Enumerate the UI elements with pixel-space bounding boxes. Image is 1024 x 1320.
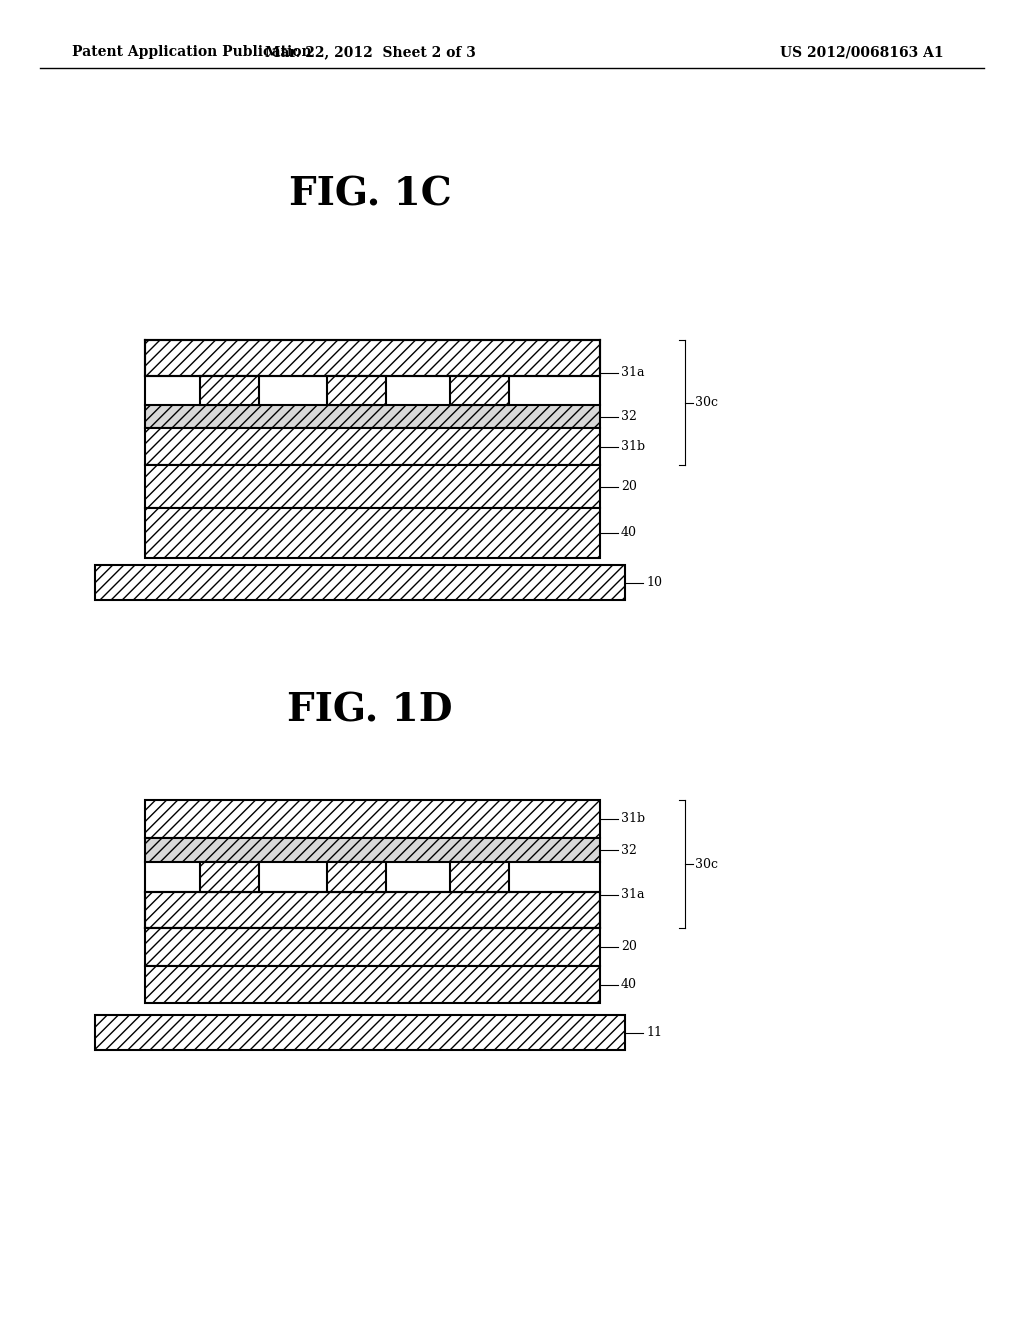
- Bar: [327, 862, 386, 892]
- Bar: [145, 892, 600, 928]
- Text: 40: 40: [621, 978, 637, 991]
- Bar: [145, 341, 600, 376]
- Bar: [450, 376, 509, 405]
- Bar: [145, 508, 600, 558]
- Text: FIG. 1D: FIG. 1D: [288, 690, 453, 729]
- Bar: [145, 428, 600, 465]
- Text: 10: 10: [646, 576, 662, 589]
- Text: Patent Application Publication: Patent Application Publication: [72, 45, 311, 59]
- Text: FIG. 1C: FIG. 1C: [289, 176, 452, 214]
- Text: Mar. 22, 2012  Sheet 2 of 3: Mar. 22, 2012 Sheet 2 of 3: [264, 45, 475, 59]
- Bar: [145, 928, 600, 966]
- Bar: [145, 838, 600, 862]
- Text: 30c: 30c: [695, 858, 718, 870]
- Bar: [145, 465, 600, 508]
- Text: 11: 11: [646, 1026, 662, 1039]
- Text: 40: 40: [621, 527, 637, 540]
- Text: 30c: 30c: [695, 396, 718, 409]
- Text: 31a: 31a: [621, 366, 644, 379]
- Bar: [95, 1015, 625, 1049]
- Bar: [200, 376, 259, 405]
- Text: 32: 32: [621, 411, 637, 422]
- Text: 31a: 31a: [621, 888, 644, 902]
- Text: 31b: 31b: [621, 440, 645, 453]
- Text: 31b: 31b: [621, 813, 645, 825]
- Text: 20: 20: [621, 940, 637, 953]
- Text: US 2012/0068163 A1: US 2012/0068163 A1: [780, 45, 944, 59]
- Bar: [145, 966, 600, 1003]
- Bar: [450, 862, 509, 892]
- Text: 20: 20: [621, 480, 637, 492]
- Bar: [327, 376, 386, 405]
- Bar: [145, 800, 600, 838]
- Text: 32: 32: [621, 843, 637, 857]
- Bar: [145, 405, 600, 428]
- Bar: [200, 862, 259, 892]
- Bar: [95, 565, 625, 601]
